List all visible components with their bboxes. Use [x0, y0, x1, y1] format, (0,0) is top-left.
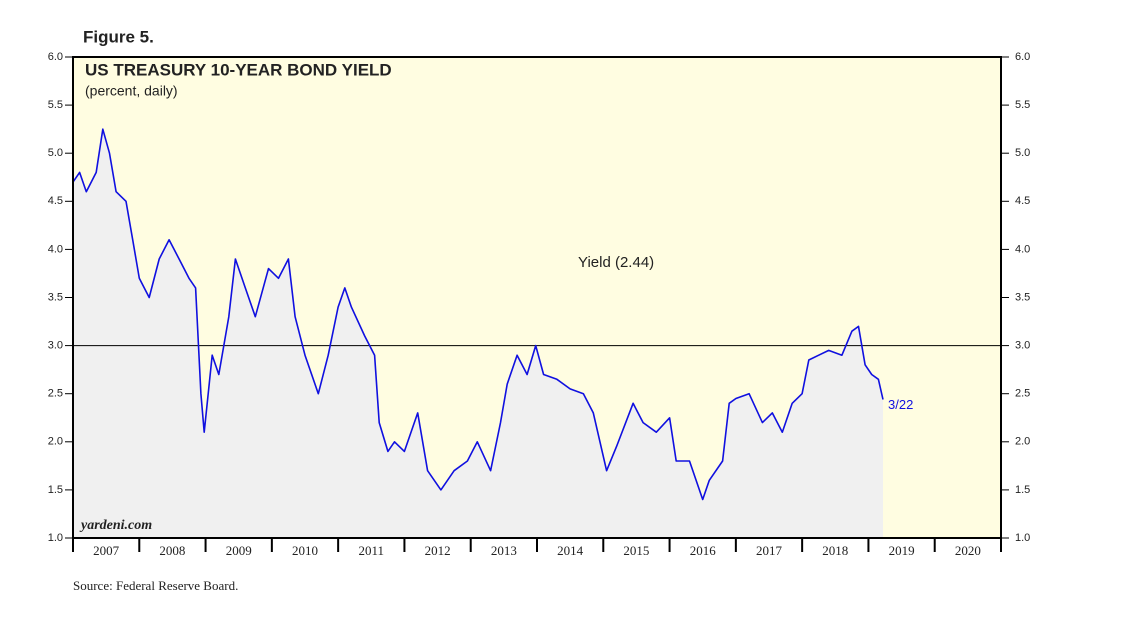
y2-tick-label: 4.0 [1015, 243, 1030, 255]
x-tick-label: 2014 [557, 543, 584, 558]
x-tick-label: 2008 [159, 543, 185, 558]
x-tick-label: 2015 [623, 543, 649, 558]
y2-tick-label: 2.0 [1015, 436, 1030, 448]
end-label: 3/22 [888, 397, 913, 412]
x-tick-label: 2009 [226, 543, 252, 558]
y-tick-label: 5.5 [48, 99, 63, 111]
y-tick-label: 1.0 [48, 532, 63, 544]
watermark: yardeni.com [79, 518, 152, 533]
y-tick-label: 4.0 [48, 243, 63, 255]
y2-tick-label: 2.5 [1015, 388, 1030, 400]
chart-title: US TREASURY 10-YEAR BOND YIELD [85, 60, 392, 79]
x-tick-label: 2020 [955, 543, 981, 558]
y2-tick-label: 1.5 [1015, 484, 1030, 496]
y-tick-label: 2.0 [48, 436, 63, 448]
y2-tick-label: 5.0 [1015, 147, 1030, 159]
y-tick-label: 5.0 [48, 147, 63, 159]
y2-tick-label: 5.5 [1015, 99, 1030, 111]
y-tick-label: 3.0 [48, 340, 63, 352]
area [73, 129, 884, 538]
y-tick-label: 4.5 [48, 195, 63, 207]
y-tick-label: 6.0 [48, 51, 63, 63]
x-tick-label: 2010 [292, 543, 318, 558]
line [72, 128, 884, 501]
x-tick-label: 2019 [889, 543, 915, 558]
y2-tick-label: 3.0 [1015, 340, 1030, 352]
x-tick-label: 2018 [822, 543, 848, 558]
x-tick-label: 2012 [425, 543, 451, 558]
x-tick-label: 2013 [491, 543, 517, 558]
figure-label: Figure 5. [83, 27, 154, 46]
x-tick-label: 2011 [359, 543, 385, 558]
chart-subtitle: (percent, daily) [85, 83, 178, 99]
y-tick-label: 2.5 [48, 388, 63, 400]
y2-tick-label: 6.0 [1015, 51, 1030, 63]
x-tick-label: 2017 [756, 543, 783, 558]
y2-tick-label: 3.5 [1015, 291, 1030, 303]
y-tick-label: 3.5 [48, 291, 63, 303]
series-label: Yield (2.44) [578, 254, 654, 271]
y-tick-label: 1.5 [48, 484, 63, 496]
y2-tick-label: 1.0 [1015, 532, 1030, 544]
x-tick-label: 2007 [93, 543, 120, 558]
x-tick-label: 2016 [690, 543, 717, 558]
source: Source: Federal Reserve Board. [73, 578, 238, 593]
y2-tick-label: 4.5 [1015, 195, 1030, 207]
